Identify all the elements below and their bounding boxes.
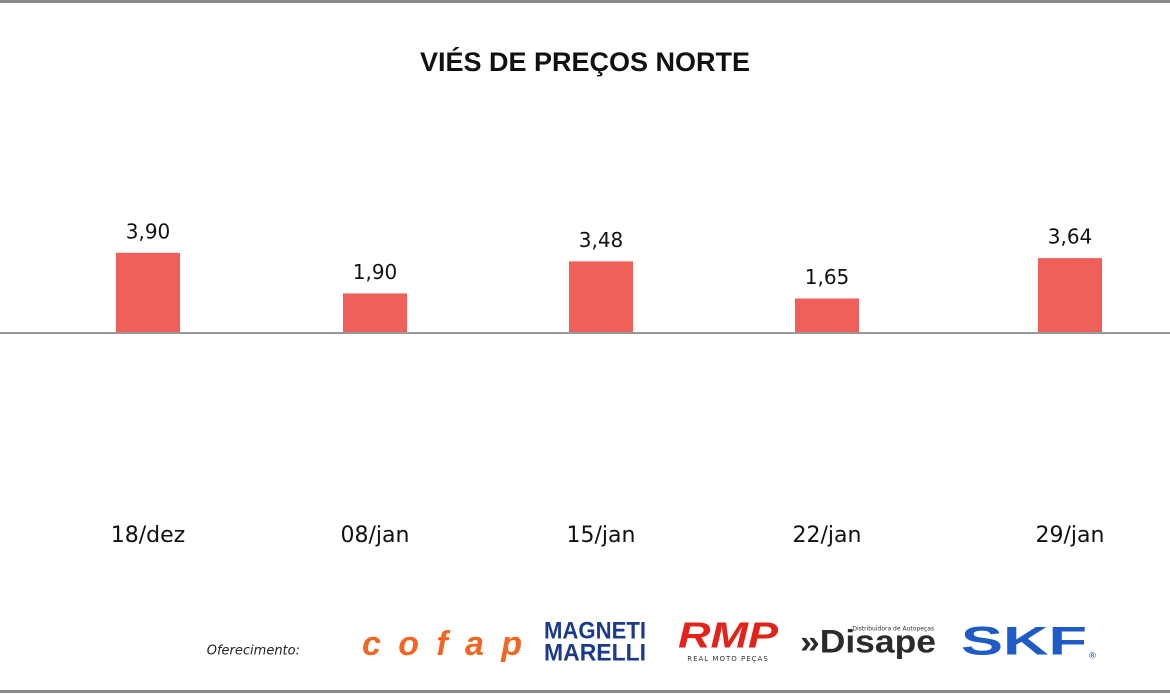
sponsor-caption: Oferecimento: (207, 644, 300, 659)
x-tick-label: 22/jan (793, 523, 862, 548)
logo-marelli: MARELLI (544, 639, 646, 666)
bar (1038, 258, 1102, 332)
data-label: 1,90 (353, 260, 398, 284)
data-label: 3,90 (126, 219, 171, 243)
x-tick-label: 15/jan (567, 523, 636, 548)
x-tick-label: 18/dez (111, 523, 185, 548)
bar (116, 252, 180, 332)
chart-title: VIÉS DE PREÇOS NORTE (420, 46, 750, 77)
logo-cofap: cofap (362, 625, 522, 663)
logo-skf-reg: ® (1088, 652, 1097, 662)
bar (569, 261, 633, 332)
bar (795, 298, 859, 332)
logo-skf: SKF (961, 620, 1087, 664)
bar (343, 293, 407, 332)
data-label: 3,48 (579, 228, 624, 252)
data-label: 1,65 (805, 265, 850, 289)
logo-disape-sub: Distribuidora de Autopeças (852, 626, 934, 633)
logo-rmp-sub: REAL MOTO PEÇAS (687, 655, 769, 663)
logo-magneti: MAGNETI (544, 617, 646, 644)
x-tick-label: 08/jan (341, 523, 410, 548)
logo-disape: »Disape (800, 623, 936, 659)
logo-rmp: RMP (678, 615, 779, 656)
data-label: 3,64 (1048, 225, 1093, 249)
x-tick-label: 29/jan (1036, 523, 1105, 548)
